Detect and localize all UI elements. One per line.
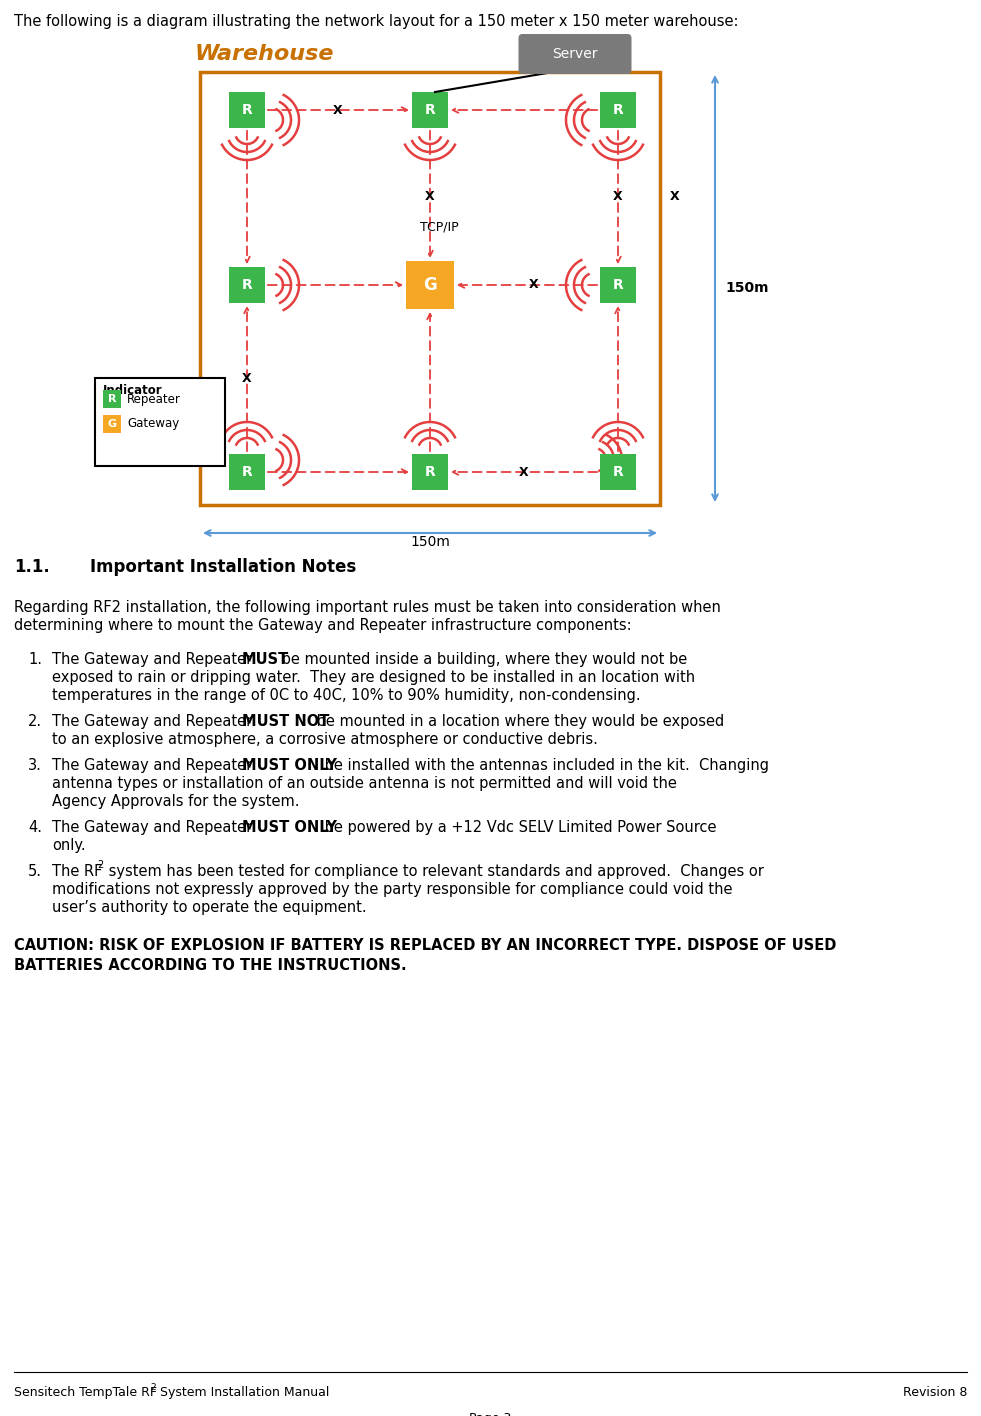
Text: Gateway: Gateway [127, 418, 180, 430]
Text: temperatures in the range of 0C to 40C, 10% to 90% humidity, non-condensing.: temperatures in the range of 0C to 40C, … [52, 688, 641, 702]
Text: 2: 2 [150, 1383, 156, 1392]
Text: The Gateway and Repeater: The Gateway and Repeater [52, 758, 257, 773]
Text: 1.1.: 1.1. [14, 558, 50, 576]
Text: Repeater: Repeater [127, 392, 181, 405]
Text: The RF: The RF [52, 864, 102, 879]
Text: Agency Approvals for the system.: Agency Approvals for the system. [52, 794, 299, 809]
Text: BATTERIES ACCORDING TO THE INSTRUCTIONS.: BATTERIES ACCORDING TO THE INSTRUCTIONS. [14, 959, 407, 973]
Bar [229, 455, 265, 490]
Text: The Gateway and Repeater: The Gateway and Repeater [52, 651, 257, 667]
Text: antenna types or installation of an outside antenna is not permitted and will vo: antenna types or installation of an outs… [52, 776, 677, 792]
FancyBboxPatch shape [519, 34, 632, 74]
Text: X: X [519, 466, 529, 479]
Text: only.: only. [52, 838, 85, 852]
Text: R: R [108, 394, 117, 404]
Text: G: G [423, 276, 437, 295]
Text: determining where to mount the Gateway and Repeater infrastructure components:: determining where to mount the Gateway a… [14, 617, 632, 633]
Bar [600, 268, 636, 303]
Text: MUST ONLY: MUST ONLY [241, 820, 336, 835]
Bar [600, 455, 636, 490]
Text: be installed with the antennas included in the kit.  Changing: be installed with the antennas included … [321, 758, 769, 773]
Text: R: R [425, 103, 436, 118]
Bar [412, 92, 448, 127]
Text: The Gateway and Repeater: The Gateway and Repeater [52, 820, 257, 835]
Bar [103, 389, 121, 408]
Text: user’s authority to operate the equipment.: user’s authority to operate the equipmen… [52, 901, 367, 915]
Text: X: X [334, 103, 342, 116]
Bar [600, 92, 636, 127]
Text: X: X [242, 371, 252, 385]
Text: 150m: 150m [410, 535, 450, 549]
Text: X: X [670, 191, 680, 204]
Text: Page 3: Page 3 [469, 1412, 511, 1416]
Text: be powered by a +12 Vdc SELV Limited Power Source: be powered by a +12 Vdc SELV Limited Pow… [321, 820, 717, 835]
Text: 150m: 150m [725, 282, 768, 296]
Bar [229, 268, 265, 303]
Text: R: R [425, 464, 436, 479]
Text: system has been tested for compliance to relevant standards and approved.  Chang: system has been tested for compliance to… [104, 864, 763, 879]
Text: to an explosive atmosphere, a corrosive atmosphere or conductive debris.: to an explosive atmosphere, a corrosive … [52, 732, 597, 748]
Text: CAUTION: RISK OF EXPLOSION IF BATTERY IS REPLACED BY AN INCORRECT TYPE. DISPOSE : CAUTION: RISK OF EXPLOSION IF BATTERY IS… [14, 937, 837, 953]
Text: X: X [425, 191, 435, 204]
Text: R: R [241, 103, 252, 118]
Text: 4.: 4. [28, 820, 42, 835]
Text: modifications not expressly approved by the party responsible for compliance cou: modifications not expressly approved by … [52, 882, 733, 896]
Text: MUST NOT: MUST NOT [241, 714, 329, 729]
Text: R: R [241, 464, 252, 479]
Text: The Gateway and Repeater: The Gateway and Repeater [52, 714, 257, 729]
Bar [200, 72, 660, 506]
Text: Important Installation Notes: Important Installation Notes [90, 558, 356, 576]
Text: 5.: 5. [28, 864, 42, 879]
Text: R: R [241, 278, 252, 292]
Text: 2: 2 [97, 860, 104, 869]
Bar [406, 261, 454, 309]
Bar [103, 415, 121, 433]
Text: R: R [612, 103, 623, 118]
Text: MUST: MUST [241, 651, 288, 667]
Bar [229, 92, 265, 127]
Text: Server: Server [552, 47, 597, 61]
Text: R: R [612, 464, 623, 479]
Text: X: X [529, 279, 539, 292]
Text: 1.: 1. [28, 651, 42, 667]
Text: Regarding RF2 installation, the following important rules must be taken into con: Regarding RF2 installation, the followin… [14, 600, 721, 615]
Bar [95, 378, 225, 466]
Text: The following is a diagram illustrating the network layout for a 150 meter x 150: The following is a diagram illustrating … [14, 14, 739, 28]
Text: 3.: 3. [28, 758, 42, 773]
Text: X: X [613, 191, 623, 204]
Text: be mounted in a location where they would be exposed: be mounted in a location where they woul… [312, 714, 724, 729]
Text: Sensitech TempTale RF: Sensitech TempTale RF [14, 1386, 157, 1399]
Text: Revision 8: Revision 8 [903, 1386, 967, 1399]
Text: Warehouse: Warehouse [195, 44, 335, 64]
Text: G: G [108, 419, 117, 429]
Text: 2.: 2. [27, 714, 42, 729]
Bar [412, 455, 448, 490]
Text: exposed to rain or dripping water.  They are designed to be installed in an loca: exposed to rain or dripping water. They … [52, 670, 696, 685]
Text: MUST ONLY: MUST ONLY [241, 758, 336, 773]
Text: System Installation Manual: System Installation Manual [157, 1386, 330, 1399]
Text: TCP/IP: TCP/IP [420, 219, 459, 234]
Text: be mounted inside a building, where they would not be: be mounted inside a building, where they… [277, 651, 687, 667]
Text: R: R [612, 278, 623, 292]
Text: Indicator: Indicator [103, 384, 163, 396]
